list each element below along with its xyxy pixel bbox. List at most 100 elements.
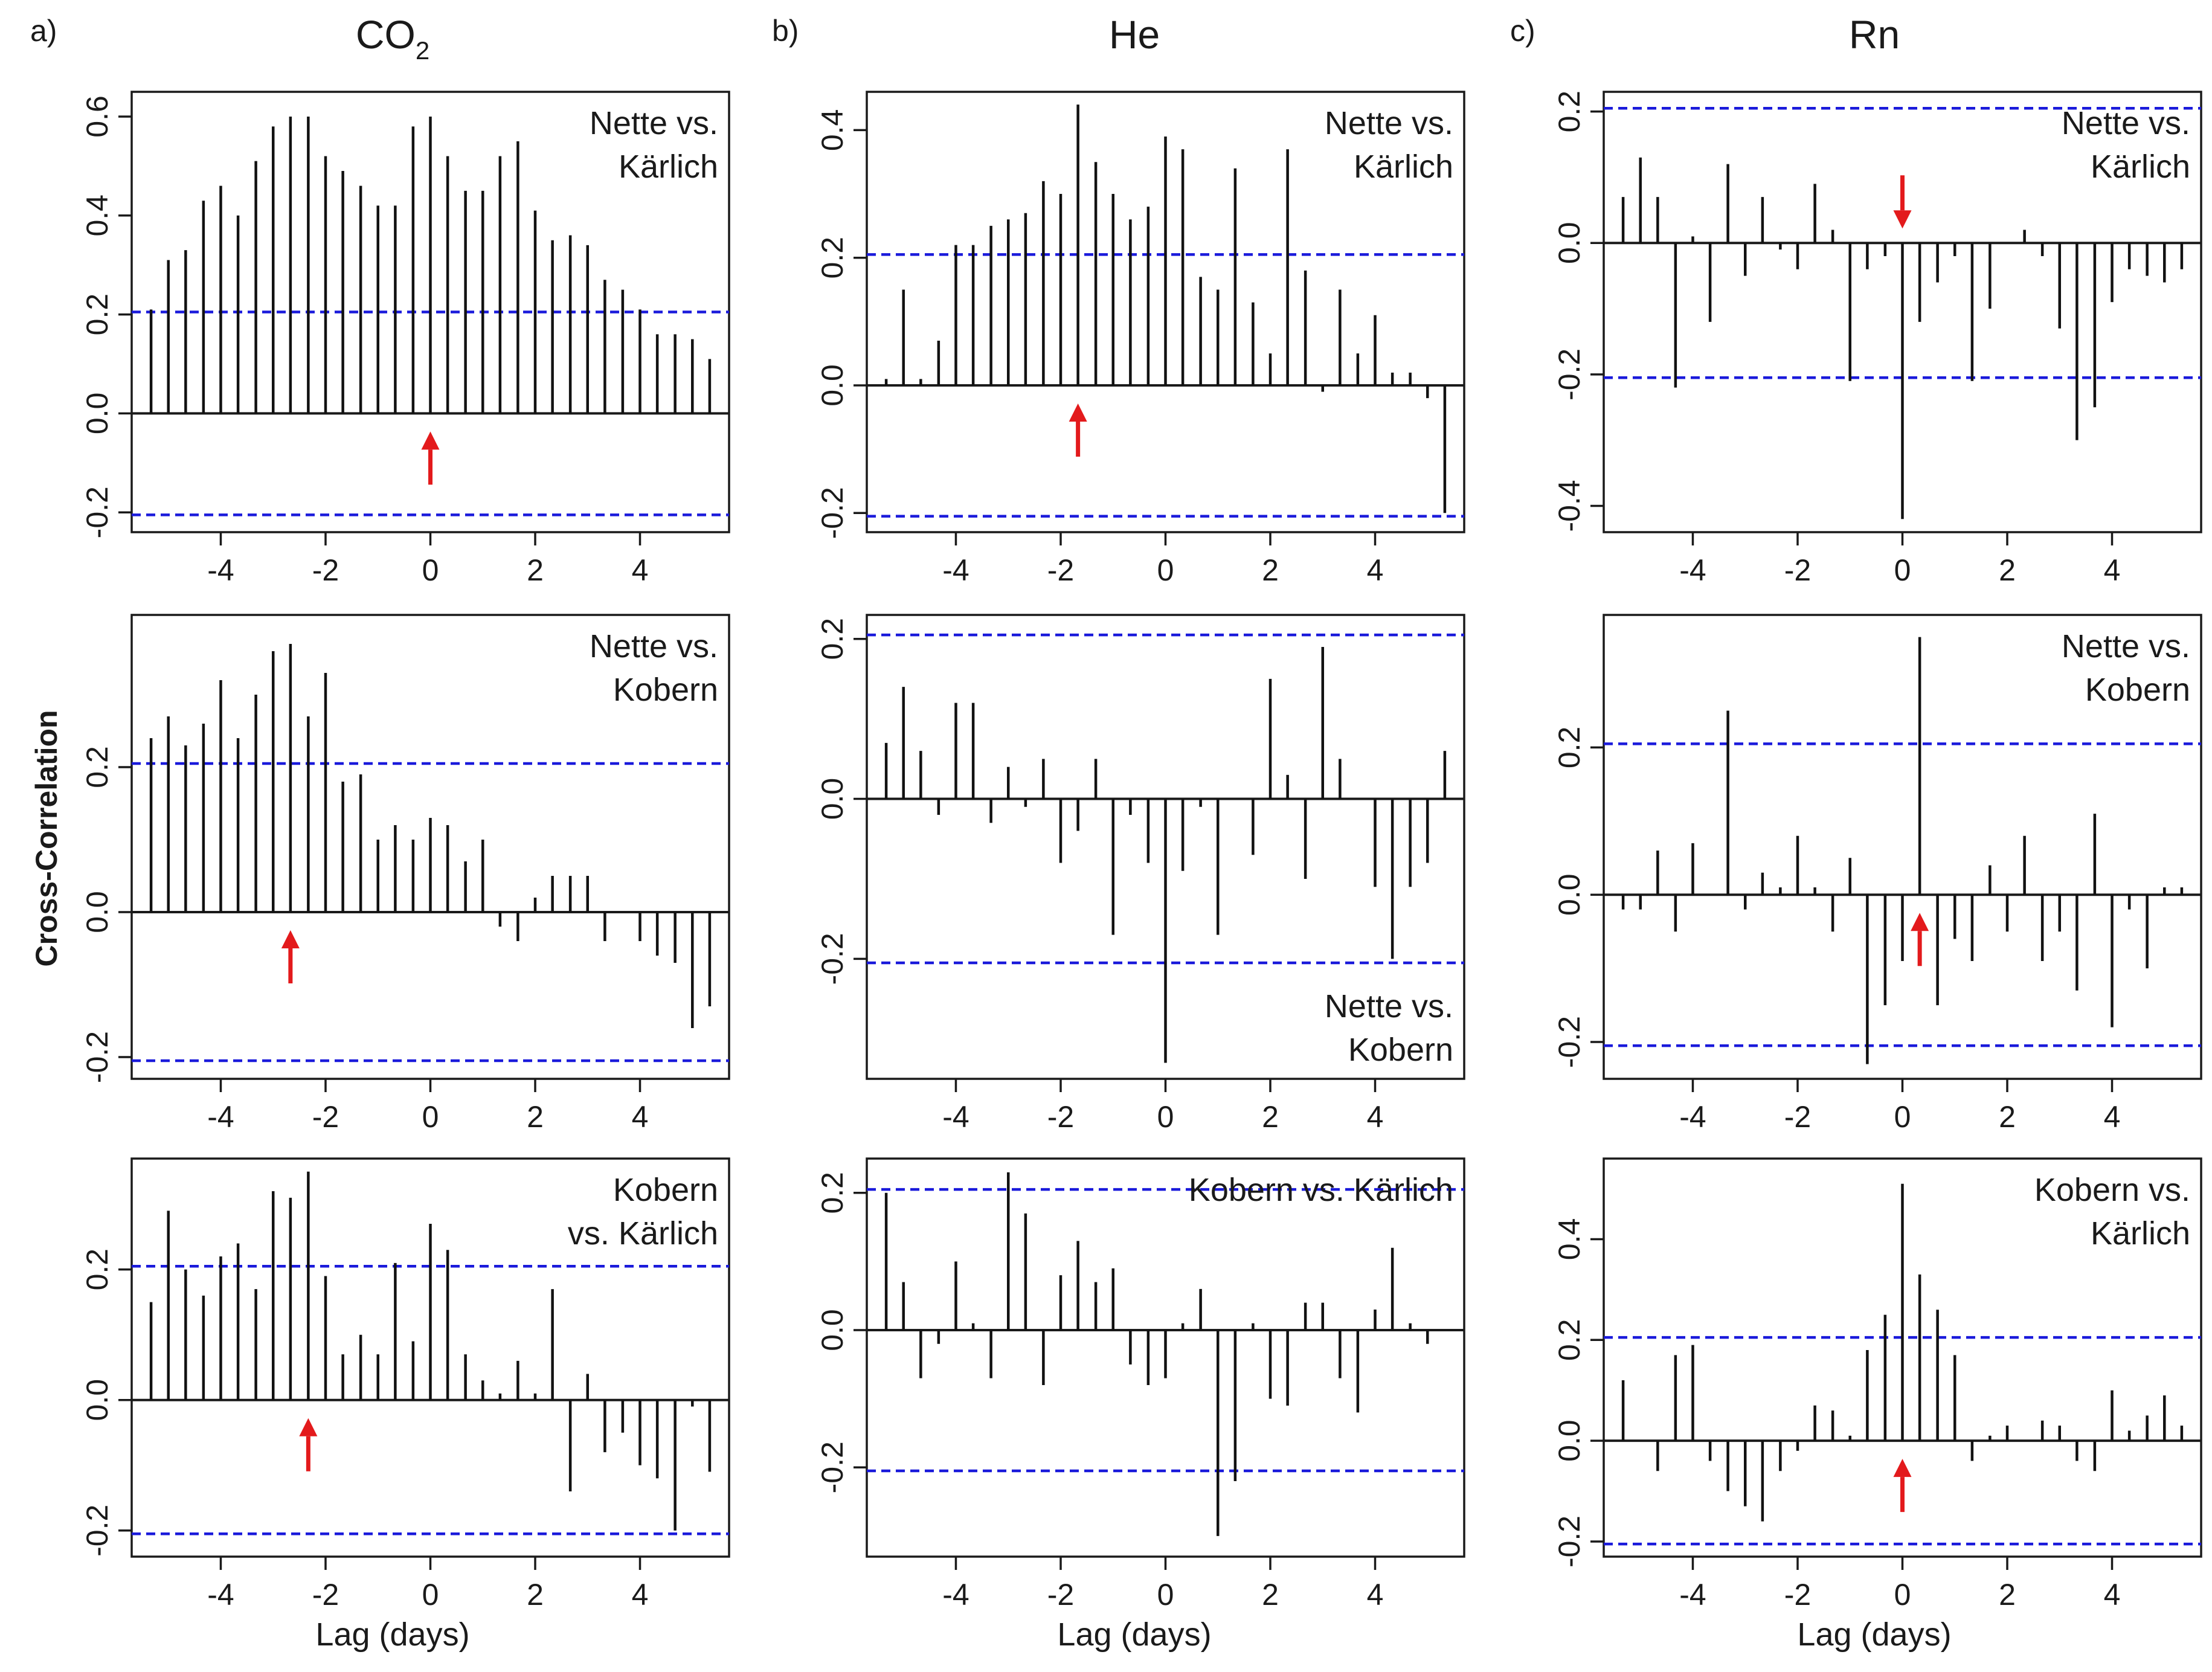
y-tick-label: -0.2 — [815, 487, 849, 539]
pair-label: Kärlich — [2091, 1215, 2190, 1252]
y-tick-label: 0.2 — [1552, 727, 1586, 769]
x-tick-label: 4 — [2104, 1578, 2121, 1612]
column-title-rn: Rn — [1849, 12, 1900, 57]
y-tick-label: 0.0 — [815, 364, 849, 407]
x-tick-label: -2 — [1784, 1100, 1811, 1134]
y-tick-label: -0.2 — [815, 933, 849, 985]
x-tick-label: 2 — [527, 1578, 544, 1612]
panel-he-kobern-kaerlich: -4 -2 0 2 4 -0.2 0.0 0.2 Kobern vs. Kärlich — [815, 1157, 1465, 1612]
x-tick-label: -2 — [1047, 1100, 1074, 1134]
panel-rn-nette-kaerlich: -4 -2 0 2 4 -0.4 -0.2 0.0 0.2 Nette vs. Kärlich — [1552, 91, 2202, 587]
y-tick-label: 0.0 — [815, 1309, 849, 1351]
panel-letter-a: a) — [30, 14, 57, 48]
x-tick-label: -4 — [942, 553, 969, 587]
x-tick-label: -2 — [1047, 553, 1074, 587]
x-tick-label: 0 — [422, 1100, 439, 1134]
panel-co2-nette-kobern: -4 -2 0 2 4 -0.2 0.0 0.2 Nette vs. Kobern — [80, 614, 730, 1134]
co2-subscript: 2 — [416, 36, 429, 65]
pair-label: Nette vs. — [590, 628, 718, 664]
x-tick-label: 4 — [2104, 1100, 2121, 1134]
panel-grid: -4 -2 0 2 4-0.20.00.20.40.6 Nette vs.Kärlich-… — [80, 91, 2202, 1612]
y-tick-label: -0.4 — [1552, 480, 1586, 532]
x-tick-label: -2 — [1784, 553, 1811, 587]
x-tick-label: 0 — [1894, 553, 1911, 587]
y-tick-label: 0.0 — [815, 778, 849, 820]
pair-label: Nette vs. — [1325, 105, 1453, 141]
x-tick-label: 0 — [422, 1578, 439, 1612]
y-tick-label: 0.2 — [815, 237, 849, 279]
x-axis-title-he: Lag (days) — [1057, 1616, 1211, 1653]
y-tick-label: 0.0 — [80, 891, 114, 933]
peak-arrow-head — [281, 930, 300, 948]
peak-arrow-head — [1893, 1459, 1912, 1477]
x-tick-label: 2 — [1262, 553, 1279, 587]
panel-he-nette-kobern: -4 -2 0 2 4 -0.2 0.0 0.2 Nette vs. Kobern — [815, 614, 1465, 1134]
y-tick-label: 0.2 — [1552, 91, 1586, 133]
y-tick-label: -0.2 — [815, 1441, 849, 1493]
x-tick-label: 0 — [1157, 553, 1174, 587]
pair-label: Kobern — [613, 1172, 718, 1208]
y-tick-label: 0.2 — [80, 294, 114, 336]
panel-letter-b: b) — [772, 14, 799, 48]
y-tick-label: 0.0 — [1552, 873, 1586, 916]
y-tick-label: 0.2 — [1552, 1319, 1586, 1362]
column-title-he: He — [1109, 12, 1160, 57]
y-tick-label: 0.2 — [815, 618, 849, 660]
pair-label: vs. Kärlich — [568, 1215, 718, 1252]
x-tick-label: 0 — [1157, 1100, 1174, 1134]
x-tick-label: 0 — [422, 553, 439, 587]
pair-label: Kärlich — [1354, 149, 1453, 185]
pair-label: Kobern vs. Kärlich — [1189, 1172, 1453, 1208]
x-axis-title-rn: Lag (days) — [1797, 1616, 1951, 1653]
y-tick-label: 0.4 — [80, 195, 114, 237]
x-tick-label: -2 — [312, 1100, 339, 1134]
y-tick-label: -0.2 — [80, 1505, 114, 1557]
x-tick-label: -4 — [207, 553, 234, 587]
y-tick-label: 0.0 — [80, 1379, 114, 1421]
x-tick-label: 4 — [1367, 1578, 1384, 1612]
pair-label: Kobern — [1348, 1032, 1453, 1068]
peak-arrow-head — [1893, 210, 1912, 229]
y-tick-label: -0.2 — [1552, 349, 1586, 400]
pair-label: Kobern — [613, 672, 718, 708]
x-tick-label: 2 — [527, 553, 544, 587]
x-tick-label: 0 — [1894, 1100, 1911, 1134]
x-tick-label: 2 — [1999, 553, 2016, 587]
x-tick-label: 4 — [1367, 553, 1384, 587]
peak-arrow-head — [1911, 913, 1929, 931]
x-tick-label: 2 — [1262, 1100, 1279, 1134]
x-tick-label: 2 — [1999, 1100, 2016, 1134]
peak-arrow-head — [299, 1418, 318, 1436]
pair-label: Nette vs. — [2062, 628, 2190, 664]
x-tick-label: 4 — [632, 1100, 649, 1134]
y-tick-label: -0.2 — [80, 1031, 114, 1083]
panel-co2-kobern-kaerlich: -4 -2 0 2 4 -0.2 0.0 0.2 Kobern vs. Kärlich — [80, 1157, 730, 1612]
x-tick-label: 4 — [632, 553, 649, 587]
pair-label: Nette vs. — [2062, 105, 2190, 141]
y-tick-label: -0.2 — [80, 486, 114, 538]
x-tick-label: 2 — [1262, 1578, 1279, 1612]
y-tick-label: -0.2 — [1552, 1016, 1586, 1068]
y-tick-label: 0.4 — [1552, 1218, 1586, 1261]
panel-rn-kobern-kaerlich: -4 -2 0 2 4 -0.2 0.0 0.2 0.4 Kobern vs. Kärlich — [1552, 1157, 2202, 1612]
x-tick-label: -4 — [942, 1100, 969, 1134]
y-tick-label: 0.0 — [80, 393, 114, 435]
x-tick-label: -2 — [1784, 1578, 1811, 1612]
column-title-co2: CO2 — [356, 12, 429, 65]
x-tick-label: -2 — [312, 1578, 339, 1612]
x-tick-label: 4 — [632, 1578, 649, 1612]
x-tick-label: -4 — [207, 1578, 234, 1612]
x-tick-label: -2 — [1047, 1578, 1074, 1612]
y-tick-label: 0.2 — [815, 1172, 849, 1214]
x-tick-label: 2 — [1999, 1578, 2016, 1612]
y-tick-label: 0.0 — [1552, 222, 1586, 264]
pair-label: Kobern vs. — [2034, 1172, 2190, 1208]
pair-label: Kobern — [2085, 672, 2190, 708]
peak-arrow-head — [421, 431, 440, 450]
x-tick-label: -4 — [942, 1578, 969, 1612]
pair-label: Kärlich — [2091, 149, 2190, 185]
y-tick-label: 0.0 — [1552, 1420, 1586, 1462]
x-tick-label: 4 — [1367, 1100, 1384, 1134]
y-axis-title: Cross-Correlation — [30, 710, 63, 966]
